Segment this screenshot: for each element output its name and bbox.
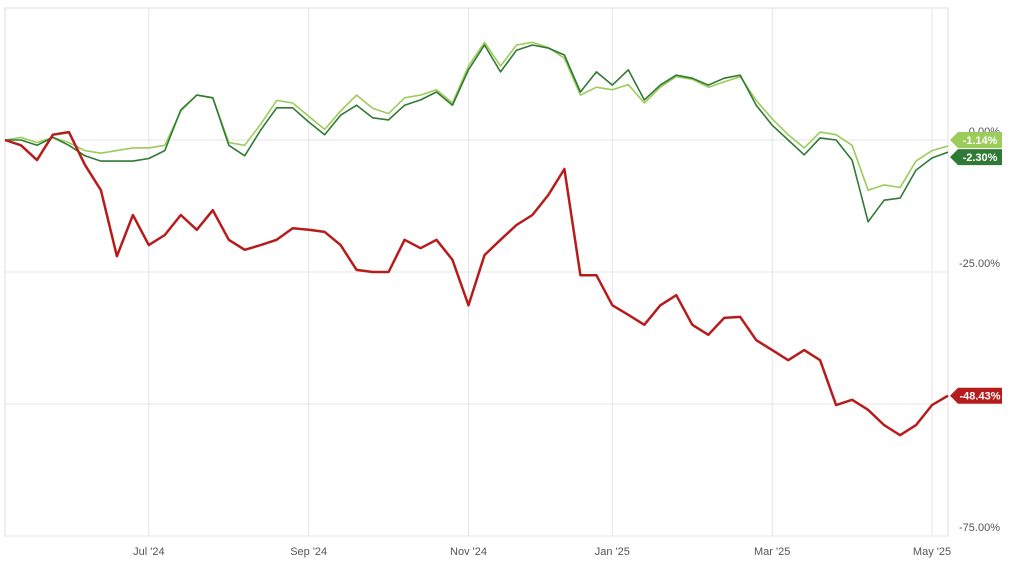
end-label-badge <box>950 132 1002 149</box>
x-tick-label: May '25 <box>913 546 951 558</box>
x-tick-label: Sep '24 <box>290 546 327 558</box>
x-tick-label: Jan '25 <box>595 546 630 558</box>
y-tick-label: -75.00% <box>959 522 1000 534</box>
end-label: -1.14% <box>963 135 998 147</box>
end-label-badge <box>950 149 1002 166</box>
end-label: -48.43% <box>960 391 1001 403</box>
y-tick-label: -25.00% <box>959 258 1000 270</box>
x-tick-label: Jul '24 <box>133 546 164 558</box>
series-line <box>4 41 949 191</box>
series-line <box>5 44 949 223</box>
end-label-badge <box>950 387 1002 404</box>
series-line <box>4 130 949 437</box>
x-tick-label: Mar '25 <box>754 546 790 558</box>
end-label: -2.30% <box>963 152 998 164</box>
x-tick-label: Nov '24 <box>450 546 487 558</box>
